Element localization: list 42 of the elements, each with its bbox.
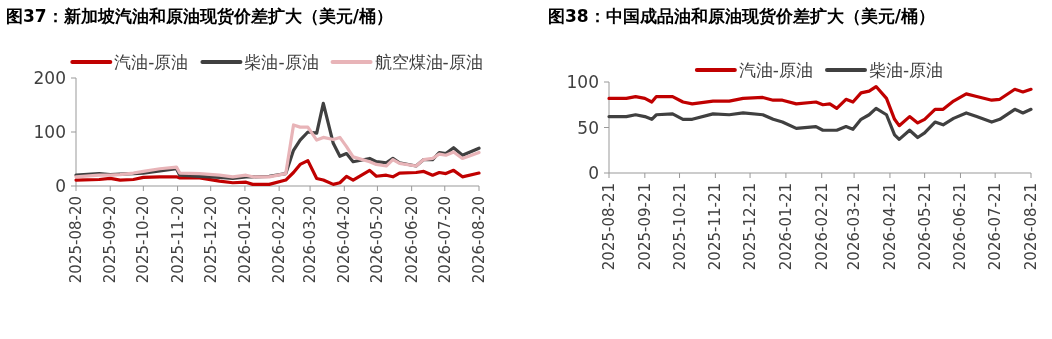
x-tick-label: 2025-08-20 — [67, 196, 85, 284]
x-tick-label: 2026-05-20 — [368, 196, 387, 284]
line-series — [607, 106, 1033, 141]
x-tick-label: 2025-09-21 — [635, 183, 654, 271]
x-tick-label: 2025-08-21 — [600, 183, 618, 271]
x-tick-label: 2025-11-20 — [168, 196, 187, 284]
x-tick-label: 2026-06-21 — [951, 183, 970, 271]
x-tick-label: 2026-05-21 — [915, 183, 934, 271]
x-tick-label: 2025-12-21 — [741, 183, 760, 271]
x-tick-label: 2026-04-21 — [880, 183, 899, 271]
x-tick-label: 2026-04-20 — [335, 196, 354, 284]
x-tick-label: 2025-10-20 — [134, 196, 153, 284]
y-tick-label: 50 — [577, 117, 599, 138]
line-series — [74, 123, 481, 179]
x-tick-label: 2026-02-20 — [270, 196, 289, 284]
y-tick-label: 100 — [566, 72, 599, 92]
x-tick-label: 2025-09-20 — [101, 196, 120, 284]
x-tick-label: 2025-11-21 — [706, 183, 725, 271]
line-series — [607, 84, 1033, 128]
x-tick-label: 2026-07-21 — [986, 183, 1005, 271]
legend-label: 柴油-原油 — [869, 60, 944, 80]
x-tick-label: 2026-02-21 — [812, 183, 831, 271]
x-tick-label: 2026-07-20 — [435, 196, 454, 284]
x-tick-label: 2026-06-20 — [402, 196, 421, 284]
chart-title: 图37：新加坡汽油和原油现货价差扩大（美元/桶） — [6, 6, 393, 26]
y-tick-label: 0 — [55, 176, 66, 196]
legend-label: 航空煤油-原油 — [374, 52, 483, 72]
x-tick-label: 2026-01-20 — [235, 196, 254, 284]
y-tick-label: 100 — [33, 122, 66, 142]
x-tick-label: 2025-12-20 — [201, 196, 220, 284]
legend-label: 汽油-原油 — [738, 60, 813, 80]
legend-label: 汽油-原油 — [114, 52, 189, 72]
x-tick-label: 2026-01-21 — [776, 183, 795, 271]
x-tick-label: 2025-10-21 — [670, 183, 689, 271]
y-tick-label: 0 — [588, 163, 599, 183]
y-tick-label: 200 — [33, 68, 66, 88]
chart-title: 图38：中国成品油和原油现货价差扩大（美元/桶） — [548, 6, 935, 26]
x-tick-label: 2026-08-20 — [470, 196, 488, 284]
x-tick-label: 2026-08-21 — [1022, 183, 1040, 271]
legend-label: 柴油-原油 — [244, 52, 319, 72]
x-tick-label: 2026-03-20 — [301, 196, 320, 284]
x-tick-label: 2026-03-21 — [845, 183, 864, 271]
